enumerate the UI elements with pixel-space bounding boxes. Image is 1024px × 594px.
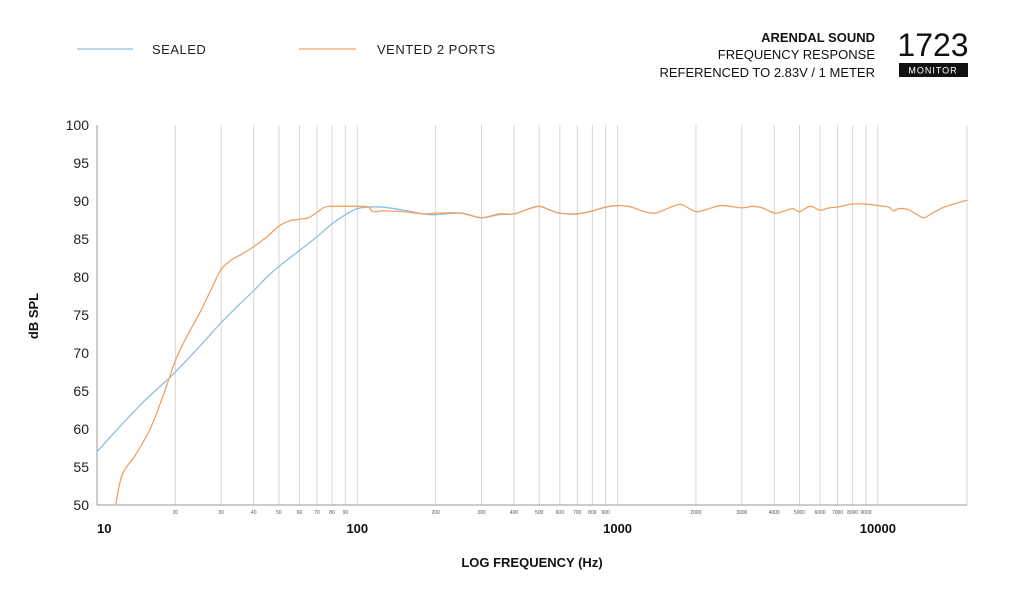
y-tick-label-70: 70	[73, 345, 89, 361]
x-tick-label-10000: 10000	[860, 521, 896, 536]
model-badge-label: MONITOR	[908, 66, 957, 76]
y-axis-title: dB SPL	[26, 293, 41, 339]
x-tick-label-800: 800	[588, 510, 597, 516]
x-tick-label-7000: 7000	[832, 510, 843, 516]
y-tick-label-80: 80	[73, 269, 89, 285]
x-tick-label-80: 80	[329, 510, 335, 516]
x-tick-label-200: 200	[431, 510, 440, 516]
x-tick-label-60: 60	[297, 510, 303, 516]
x-tick-label-40: 40	[251, 510, 257, 516]
x-tick-label-9000: 9000	[860, 510, 871, 516]
x-tick-label-300: 300	[477, 510, 486, 516]
x-tick-label-3000: 3000	[736, 510, 747, 516]
y-tick-label-50: 50	[73, 497, 89, 513]
x-tick-label-700: 700	[573, 510, 582, 516]
y-tick-label-55: 55	[73, 459, 89, 475]
x-tick-label-500: 500	[535, 510, 544, 516]
y-tick-label-85: 85	[73, 231, 89, 247]
x-tick-label-70: 70	[314, 510, 320, 516]
y-tick-label-100: 100	[66, 117, 90, 133]
chart-subtitle-line1: FREQUENCY RESPONSE	[718, 47, 876, 62]
y-tick-label-75: 75	[73, 307, 89, 323]
legend-label-vented: VENTED 2 PORTS	[377, 42, 496, 57]
legend-label-sealed: SEALED	[152, 42, 206, 57]
x-tick-label-10: 10	[97, 521, 111, 536]
x-tick-label-30: 30	[218, 510, 224, 516]
series	[96, 199, 968, 506]
brand-name: ARENDAL SOUND	[761, 30, 875, 45]
model-number: 1723	[897, 27, 968, 63]
y-tick-labels: 50 55 60 65 70 75 80 85 90 95 100	[66, 117, 90, 513]
chart-subtitle-line2: REFERENCED TO 2.83V / 1 METER	[659, 65, 875, 80]
x-tick-label-4000: 4000	[769, 510, 780, 516]
x-tick-label-50: 50	[276, 510, 282, 516]
grid	[174, 125, 968, 505]
x-tick-label-400: 400	[510, 510, 519, 516]
x-tick-label-900: 900	[601, 510, 610, 516]
axes	[96, 125, 967, 506]
x-tick-label-2000: 2000	[690, 510, 701, 516]
x-tick-labels: 10 100 1000 10000 20 30 40 50 60 70 80 90 200 300 400 5…	[97, 510, 896, 536]
x-tick-label-8000: 8000	[847, 510, 858, 516]
x-tick-label-90: 90	[343, 510, 349, 516]
x-tick-label-5000: 5000	[794, 510, 805, 516]
legend: SEALED VENTED 2 PORTS	[77, 42, 496, 57]
y-tick-label-60: 60	[73, 421, 89, 437]
x-tick-label-1000: 1000	[603, 521, 632, 536]
x-tick-label-20: 20	[173, 510, 179, 516]
y-tick-label-95: 95	[73, 155, 89, 171]
model-badge	[899, 63, 968, 77]
x-tick-label-100: 100	[346, 521, 368, 536]
series-line-vented-2-ports	[115, 199, 968, 506]
x-tick-label-600: 600	[556, 510, 565, 516]
brand-header: ARENDAL SOUND FREQUENCY RESPONSE REFEREN…	[659, 27, 968, 80]
y-tick-label-65: 65	[73, 383, 89, 399]
y-tick-label-90: 90	[73, 193, 89, 209]
x-tick-label-6000: 6000	[815, 510, 826, 516]
x-axis-title: LOG FREQUENCY (Hz)	[461, 555, 602, 570]
